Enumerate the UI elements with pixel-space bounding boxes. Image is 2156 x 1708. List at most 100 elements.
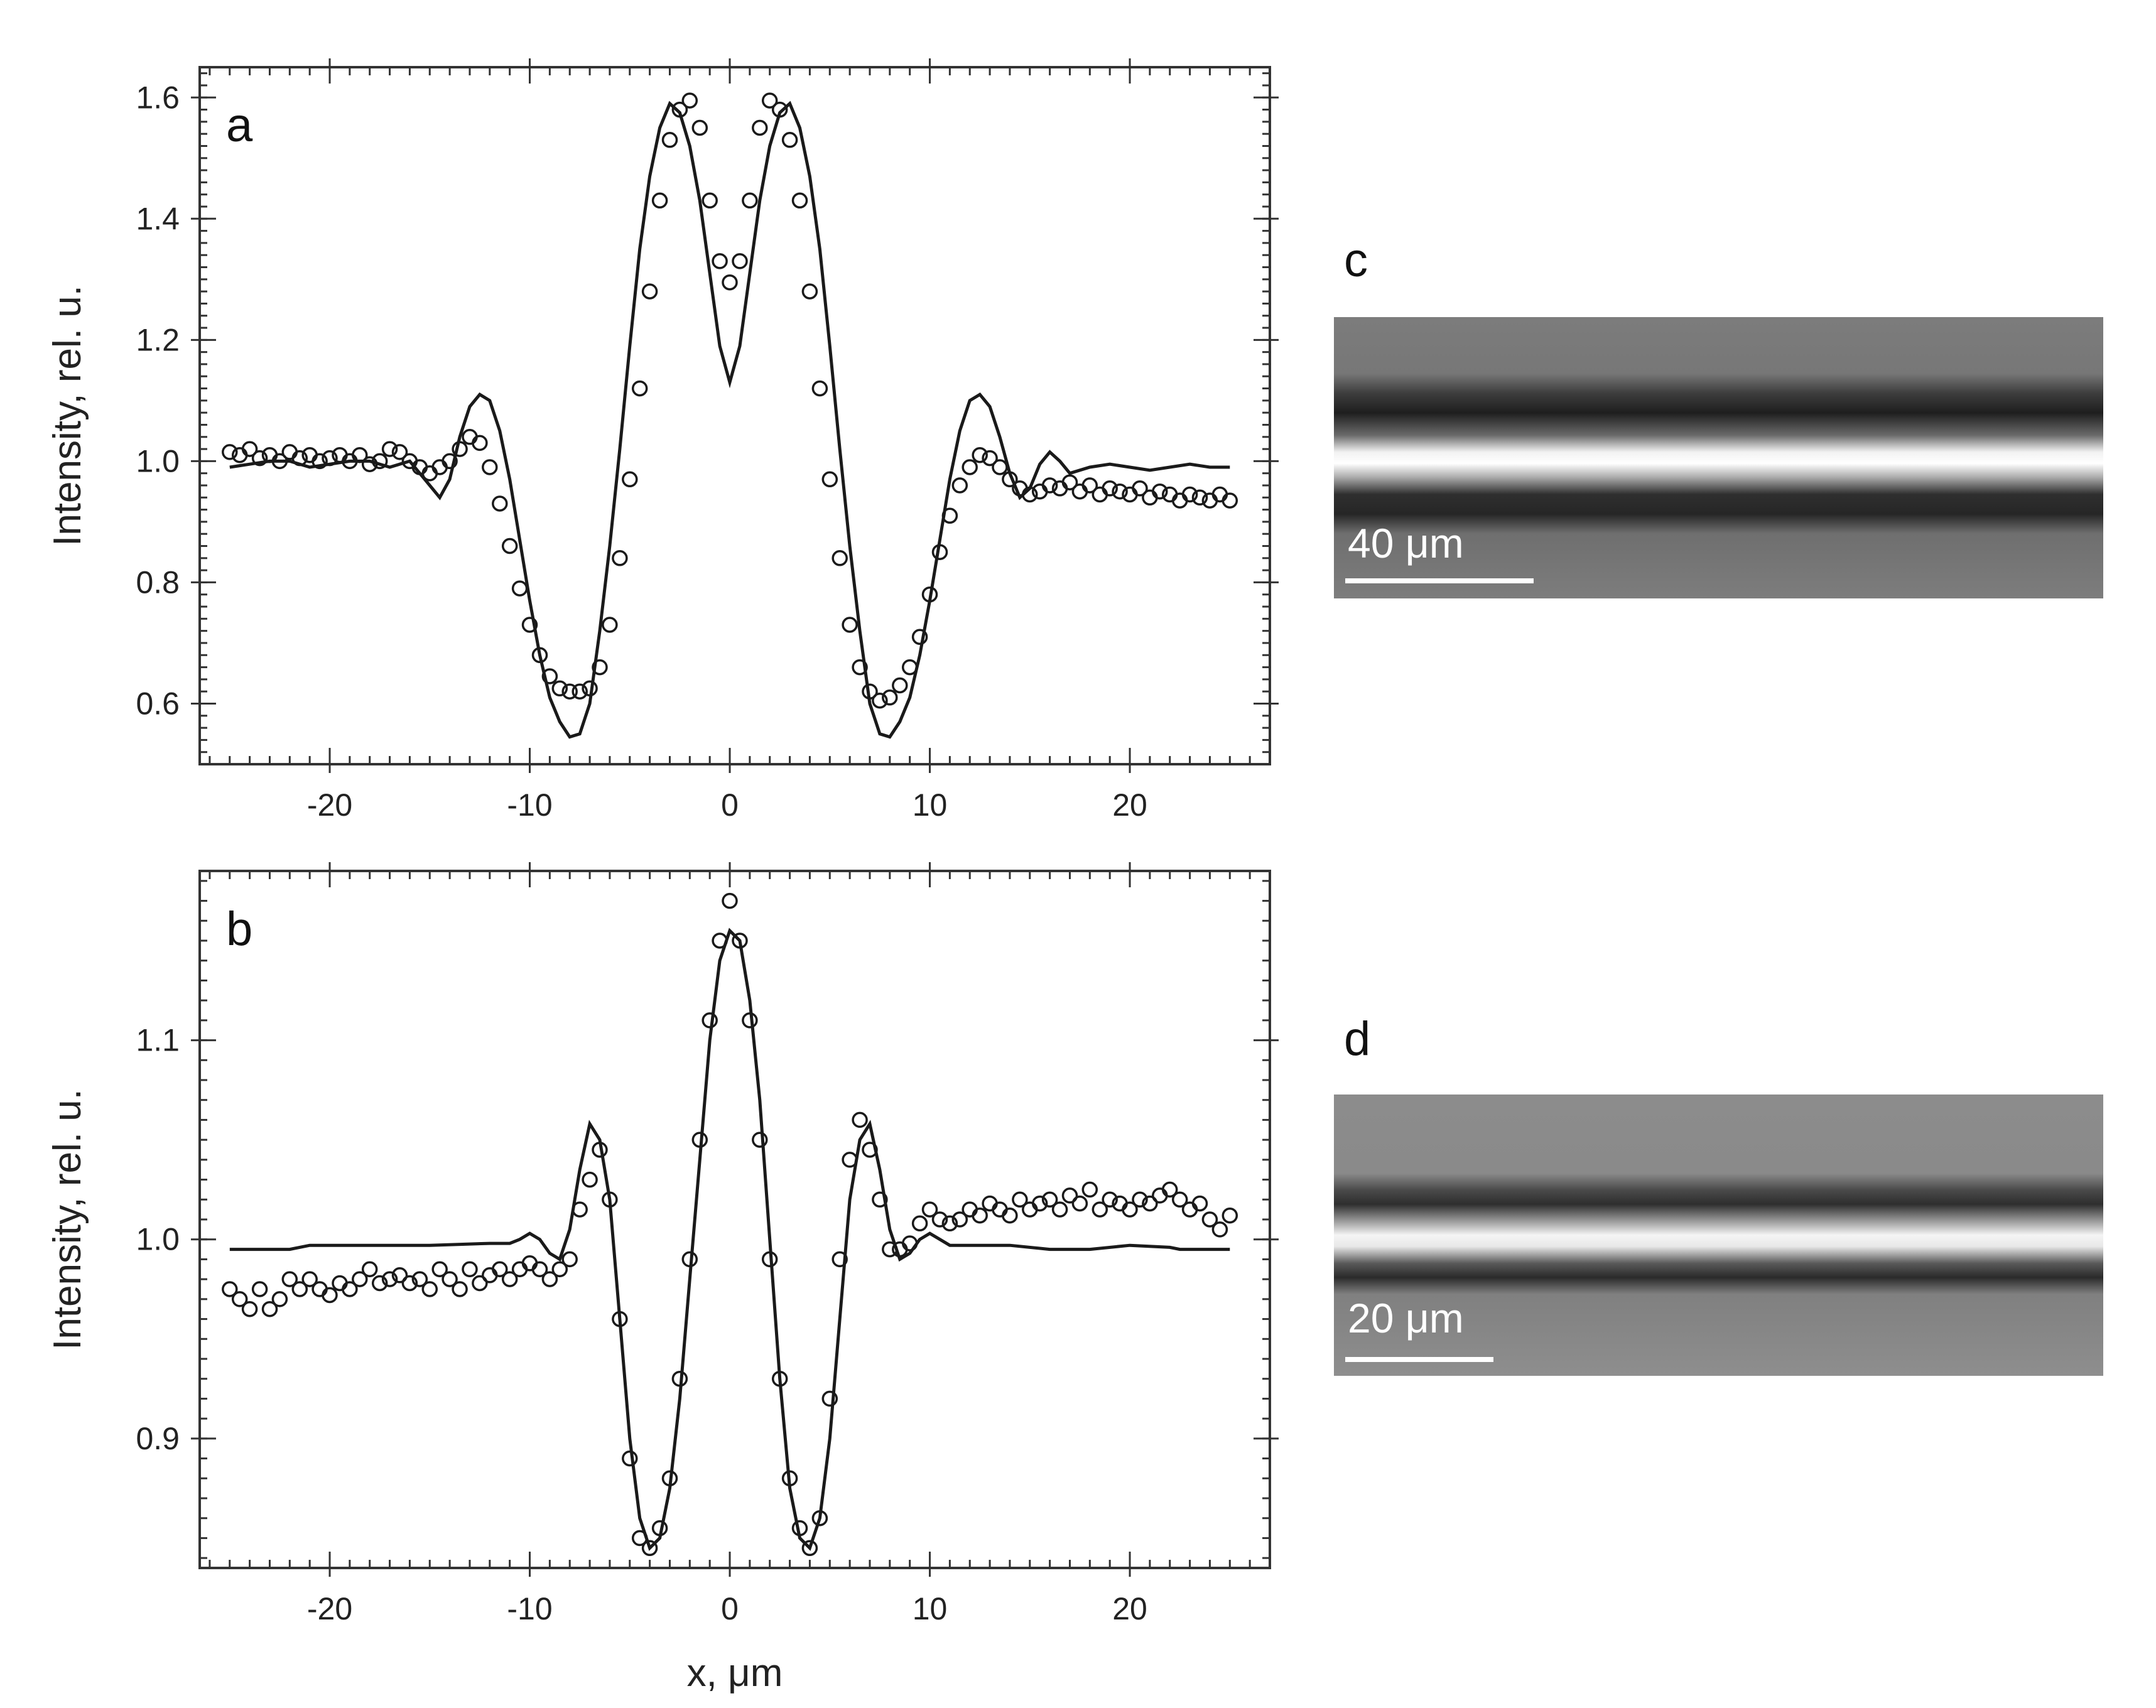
- data-point: [821, 1390, 838, 1407]
- x-axis-title: x, μm: [687, 1651, 783, 1695]
- x-tick-label: -10: [507, 787, 552, 823]
- data-point: [1201, 1211, 1218, 1228]
- data-point: [641, 283, 658, 300]
- data-point: [551, 1261, 568, 1278]
- data-point: [801, 1540, 818, 1557]
- data-point: [1061, 1187, 1078, 1204]
- y-tick-label: 1.0: [136, 1222, 180, 1257]
- data-point: [742, 1012, 758, 1029]
- data-point: [452, 1281, 468, 1297]
- data-point: [1031, 1195, 1048, 1212]
- markers-b: [222, 892, 1238, 1557]
- data-point: [261, 1300, 278, 1317]
- data-point: [531, 1261, 548, 1278]
- data-point: [712, 932, 728, 949]
- data-point: [842, 1152, 858, 1168]
- data-point: [592, 659, 608, 676]
- data-point: [602, 1191, 618, 1208]
- data-point: [492, 1261, 508, 1278]
- plot-frame-b: [198, 870, 1271, 1569]
- data-point: [1022, 486, 1038, 503]
- data-point: [612, 550, 628, 566]
- scale-bar-label-d: 20 μm: [1348, 1295, 1464, 1341]
- data-point: [1222, 1207, 1238, 1224]
- data-point: [1102, 1191, 1118, 1208]
- y-axis-title-a: Intensity, rel. u.: [46, 285, 89, 546]
- data-point: [842, 617, 858, 633]
- data-point: [1102, 480, 1118, 497]
- panel-c: c 40 μm: [1334, 234, 2103, 598]
- data-point: [712, 253, 728, 269]
- data-point: [1171, 1191, 1188, 1208]
- data-point: [941, 507, 958, 524]
- data-point: [222, 1281, 238, 1297]
- x-tick-label: -10: [507, 1591, 552, 1626]
- data-point: [681, 1251, 698, 1268]
- data-point: [732, 253, 748, 269]
- panel-label-a: a: [226, 99, 253, 152]
- data-point: [641, 1540, 658, 1557]
- data-point: [441, 1271, 458, 1287]
- y-tick-label: 1.4: [136, 201, 180, 236]
- x-tick-label: 20: [1112, 1591, 1147, 1626]
- data-point: [281, 1271, 298, 1287]
- data-point: [702, 1012, 718, 1029]
- data-point: [801, 283, 818, 300]
- data-point: [541, 1271, 558, 1287]
- data-point: [1191, 489, 1208, 506]
- tick-labels-a: -20 -10 0 10 20 0.6 0.8 1.0 1.2 1.4 1.6: [136, 80, 1147, 823]
- data-point: [921, 586, 938, 603]
- data-point: [992, 459, 1008, 475]
- data-point: [661, 1470, 678, 1487]
- data-point: [291, 450, 308, 467]
- data-point: [241, 1300, 258, 1317]
- data-point: [901, 659, 918, 676]
- data-point: [691, 119, 708, 136]
- data-point: [1092, 1201, 1108, 1218]
- x-tick-label: 10: [913, 1591, 948, 1626]
- data-point: [531, 647, 548, 664]
- y-tick-label: 1.1: [136, 1023, 180, 1058]
- data-point: [541, 668, 558, 684]
- data-point: [592, 1142, 608, 1158]
- data-point: [1041, 477, 1058, 494]
- data-point: [722, 892, 738, 909]
- data-point: [951, 1211, 968, 1228]
- data-point: [1132, 480, 1148, 497]
- data-point: [251, 450, 268, 467]
- data-point: [251, 1281, 268, 1297]
- micrograph-d: [1334, 1095, 2103, 1376]
- data-point: [832, 550, 848, 566]
- data-point: [1181, 486, 1198, 503]
- data-point: [381, 441, 398, 457]
- data-point: [1222, 492, 1238, 509]
- data-point: [462, 1261, 478, 1278]
- data-point: [752, 1132, 768, 1148]
- data-point: [781, 132, 798, 148]
- data-point: [631, 380, 648, 397]
- data-point: [671, 101, 688, 118]
- data-point: [612, 1311, 628, 1327]
- y-tick-label: 0.8: [136, 565, 180, 600]
- data-point: [501, 538, 518, 554]
- data-point: [322, 450, 338, 467]
- x-tick-label: -20: [307, 787, 352, 823]
- data-point: [651, 1520, 668, 1537]
- data-point: [761, 92, 778, 109]
- data-point: [1142, 1195, 1158, 1212]
- x-tick-label: 0: [721, 1591, 739, 1626]
- data-point: [651, 192, 668, 209]
- data-point: [551, 680, 568, 697]
- panel-label-c: c: [1344, 234, 1368, 287]
- data-point: [791, 192, 808, 209]
- y-tick-label: 0.9: [136, 1421, 180, 1456]
- data-point: [1002, 471, 1018, 488]
- data-point: [561, 1251, 578, 1268]
- data-point: [862, 683, 878, 700]
- y-tick-label: 1.2: [136, 322, 180, 357]
- data-point: [521, 617, 538, 633]
- data-point: [281, 444, 298, 460]
- data-point: [472, 435, 488, 451]
- data-point: [582, 680, 598, 697]
- data-point: [291, 1281, 308, 1297]
